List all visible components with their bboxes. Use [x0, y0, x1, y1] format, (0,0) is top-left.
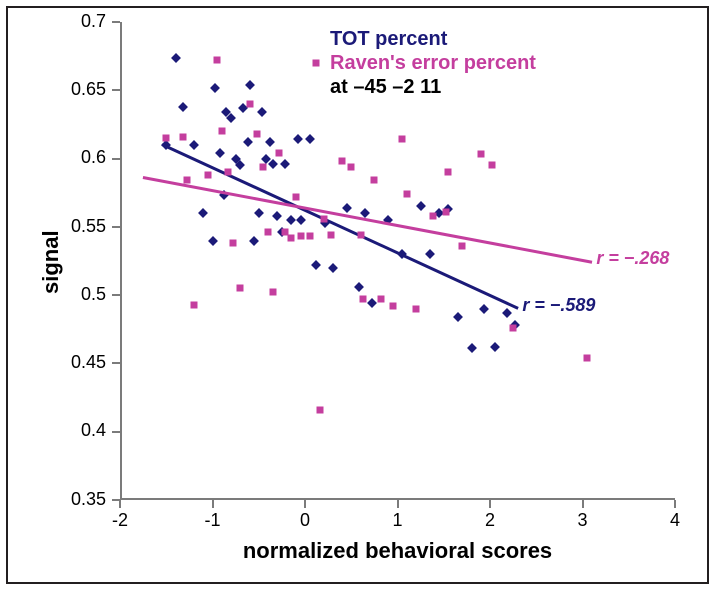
y-tick — [112, 431, 120, 433]
x-tick-label: 0 — [285, 510, 325, 531]
legend-item: Raven's error percent — [330, 52, 536, 75]
data-point — [276, 150, 283, 157]
data-point — [214, 57, 221, 64]
data-point — [316, 406, 323, 413]
x-tick — [397, 500, 399, 508]
x-tick-label: -2 — [100, 510, 140, 531]
data-point — [584, 354, 591, 361]
data-point — [377, 296, 384, 303]
x-tick-label: 2 — [470, 510, 510, 531]
x-tick-label: 1 — [378, 510, 418, 531]
x-tick-label: 3 — [563, 510, 603, 531]
data-point — [191, 301, 198, 308]
data-point — [357, 232, 364, 239]
y-tick — [112, 158, 120, 160]
data-point — [313, 59, 320, 66]
figure-root: 0.350.40.450.50.550.60.650.7-2-101234sig… — [0, 0, 716, 592]
data-point — [298, 233, 305, 240]
x-tick — [582, 500, 584, 508]
data-point — [237, 285, 244, 292]
x-tick — [212, 500, 214, 508]
data-point — [389, 303, 396, 310]
data-point — [442, 208, 449, 215]
data-point — [413, 305, 420, 312]
data-point — [265, 229, 272, 236]
x-tick — [304, 500, 306, 508]
r-value-label: r = −.589 — [522, 295, 595, 316]
data-point — [403, 191, 410, 198]
y-tick — [112, 362, 120, 364]
y-tick — [112, 89, 120, 91]
data-point — [246, 100, 253, 107]
x-tick-label: -1 — [193, 510, 233, 531]
legend-item: TOT percent — [330, 28, 447, 51]
data-point — [218, 128, 225, 135]
r-value-label: r = −.268 — [596, 248, 669, 269]
x-tick — [489, 500, 491, 508]
data-point — [253, 130, 260, 137]
y-tick-label: 0.6 — [52, 147, 106, 168]
data-point — [488, 162, 495, 169]
data-point — [163, 135, 170, 142]
data-point — [360, 296, 367, 303]
y-tick — [112, 294, 120, 296]
data-point — [320, 215, 327, 222]
data-point — [288, 234, 295, 241]
data-point — [327, 232, 334, 239]
data-point — [371, 177, 378, 184]
data-point — [269, 289, 276, 296]
y-tick-label: 0.45 — [52, 352, 106, 373]
data-point — [348, 163, 355, 170]
data-point — [399, 136, 406, 143]
data-point — [339, 158, 346, 165]
data-point — [477, 151, 484, 158]
data-point — [229, 240, 236, 247]
data-point — [445, 169, 452, 176]
y-tick-label: 0.7 — [52, 11, 106, 32]
y-tick — [112, 21, 120, 23]
data-point — [292, 193, 299, 200]
x-tick — [119, 500, 121, 508]
x-tick — [674, 500, 676, 508]
x-axis-label: normalized behavioral scores — [120, 538, 675, 564]
data-point — [179, 133, 186, 140]
y-tick-label: 0.4 — [52, 420, 106, 441]
y-axis-label: signal — [38, 231, 64, 295]
y-tick-label: 0.65 — [52, 79, 106, 100]
data-point — [459, 242, 466, 249]
data-point — [260, 163, 267, 170]
y-tick — [112, 226, 120, 228]
legend-item: at –45 –2 11 — [330, 76, 441, 99]
y-tick-label: 0.35 — [52, 489, 106, 510]
data-point — [306, 233, 313, 240]
data-point — [204, 171, 211, 178]
data-point — [510, 324, 517, 331]
data-point — [225, 169, 232, 176]
data-point — [429, 212, 436, 219]
x-tick-label: 4 — [655, 510, 695, 531]
